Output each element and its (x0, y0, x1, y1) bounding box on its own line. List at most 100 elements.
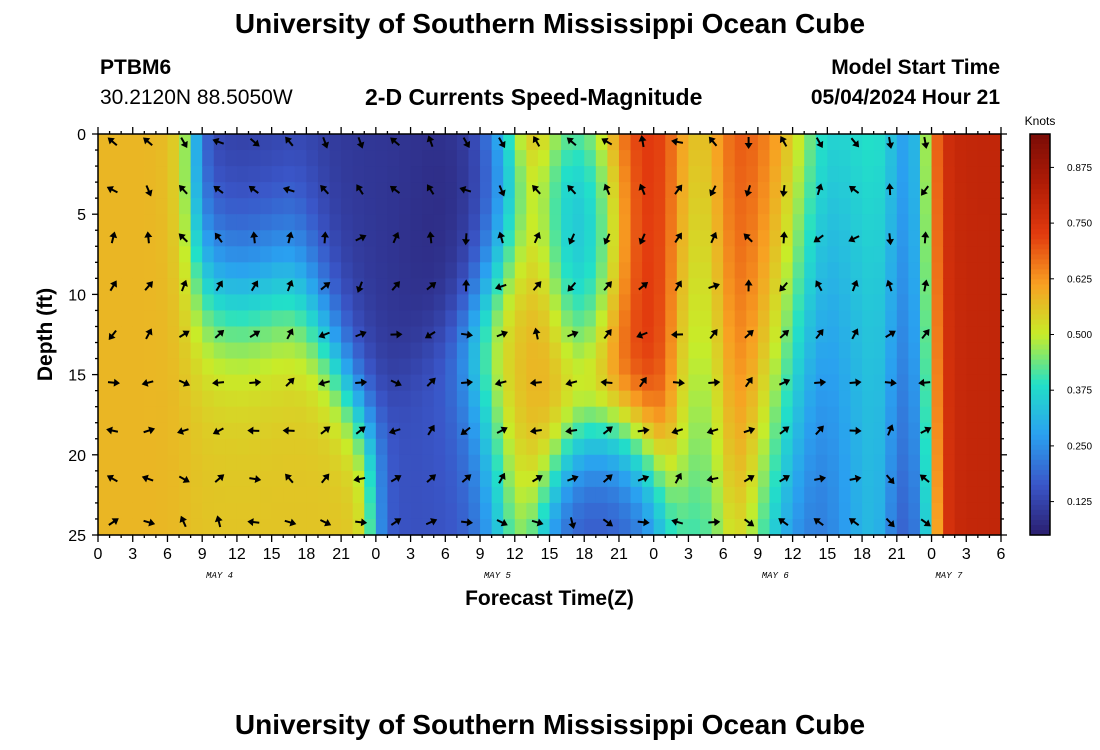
colorbar-step (1030, 469, 1050, 476)
heatmap-cell (584, 374, 597, 392)
heatmap-cell (873, 246, 886, 263)
heatmap-cell (213, 438, 226, 456)
heatmap-cell (433, 326, 446, 344)
colorbar-step (1030, 439, 1050, 446)
heatmap-cell (815, 486, 828, 504)
heatmap-cell (387, 150, 400, 167)
heatmap-cell (966, 246, 979, 263)
heatmap-cell (676, 310, 690, 328)
heatmap-cell (306, 214, 319, 231)
heatmap-cell (792, 422, 805, 440)
heatmap-cell (121, 486, 134, 504)
page-title-top: University of Southern Mississippi Ocean… (234, 8, 866, 39)
heatmap-cell (931, 230, 944, 247)
heatmap-cell (260, 310, 273, 328)
heatmap-cell (387, 518, 400, 536)
heatmap-cell (468, 454, 481, 472)
heatmap-cell (155, 390, 169, 408)
heatmap-cell (943, 470, 956, 488)
heatmap-cell (873, 406, 886, 424)
heatmap-cell (688, 166, 701, 183)
heatmap-cell (873, 294, 886, 312)
heatmap-cell (584, 262, 597, 279)
heatmap-cell (456, 310, 470, 328)
heatmap-cell (202, 134, 215, 151)
heatmap-cell (954, 262, 967, 279)
heatmap-cell (121, 294, 134, 312)
heatmap-cell (491, 198, 504, 215)
heatmap-cell (862, 150, 875, 167)
heatmap-cell (896, 230, 909, 247)
heatmap-cell (827, 294, 840, 312)
heatmap-cell (202, 214, 215, 231)
heatmap-cell (989, 294, 1002, 312)
heatmap-cell (757, 294, 771, 312)
heatmap-cell (364, 422, 377, 440)
heatmap-cell (630, 278, 643, 295)
heatmap-cell (931, 150, 944, 167)
heatmap-cell (121, 278, 134, 295)
heatmap-cell (630, 422, 643, 440)
heatmap-cell (873, 374, 886, 392)
colorbar-step (1030, 139, 1050, 145)
heatmap-cell (248, 198, 261, 215)
colorbar-step (1030, 254, 1050, 260)
heatmap-cell (248, 246, 261, 263)
colorbar-step (1030, 234, 1050, 240)
heatmap-cell (341, 310, 354, 328)
heatmap-cell (375, 294, 389, 312)
heatmap-cell (468, 342, 481, 360)
heatmap-cell (688, 326, 701, 344)
heatmap-cell (989, 358, 1002, 376)
colorbar-step (1030, 414, 1050, 421)
heatmap-cell (422, 246, 435, 263)
current-arrow (567, 474, 579, 483)
current-arrow (212, 378, 225, 387)
heatmap-cell (537, 470, 551, 488)
heatmap-cell (618, 358, 632, 376)
heatmap-cell (700, 374, 713, 392)
heatmap-cell (653, 406, 666, 424)
current-arrow (391, 281, 401, 291)
heatmap-cell (989, 502, 1002, 520)
heatmap-cell (769, 342, 782, 360)
heatmap-cell (572, 278, 585, 295)
heatmap-cell (827, 166, 840, 183)
heatmap-cell (306, 502, 319, 520)
heatmap-cell (584, 166, 597, 183)
heatmap-cell (954, 390, 967, 408)
heatmap-cell (179, 438, 192, 456)
heatmap-cell (294, 470, 307, 488)
heatmap-cell (468, 406, 481, 424)
heatmap-cell (966, 182, 979, 199)
heatmap-cell (850, 214, 863, 231)
heatmap-cell (121, 358, 134, 376)
heatmap-cell (769, 422, 782, 440)
heatmap-cell (213, 262, 226, 279)
heatmap-cell (155, 262, 169, 279)
heatmap-cell (225, 278, 238, 295)
heatmap-cell (827, 422, 840, 440)
heatmap-cell (584, 294, 597, 312)
heatmap-cell (190, 166, 203, 183)
current-arrow (532, 135, 541, 147)
heatmap-cell (260, 214, 273, 231)
heatmap-cell (908, 518, 921, 536)
heatmap-cell (618, 502, 632, 520)
heatmap-cell (792, 486, 805, 504)
heatmap-cell (618, 150, 632, 167)
colorbar-step (1030, 289, 1050, 295)
heatmap-cell (225, 390, 238, 408)
heatmap-cell (781, 454, 794, 472)
colorbar-step (1030, 394, 1050, 401)
heatmap-cell (155, 342, 169, 360)
heatmap-cell (885, 438, 898, 456)
heatmap-cell (723, 182, 736, 199)
heatmap-cell (919, 294, 933, 312)
heatmap-cell (329, 134, 342, 151)
heatmap-cell (549, 310, 562, 328)
colorbar-step (1030, 369, 1050, 376)
heatmap-cell (190, 278, 203, 295)
heatmap-cell (271, 470, 284, 488)
heatmap-cell (792, 150, 805, 167)
